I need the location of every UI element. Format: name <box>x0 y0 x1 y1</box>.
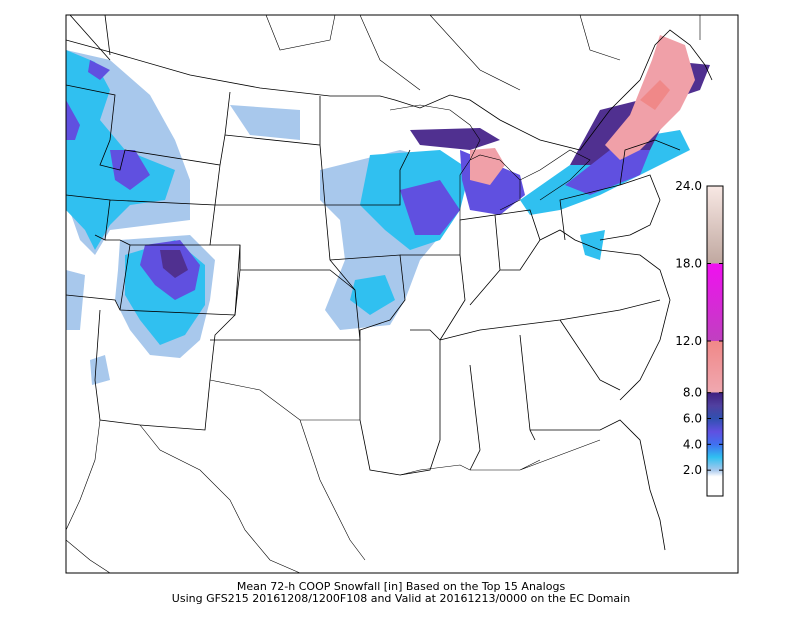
map-frame <box>65 14 739 574</box>
colorbar-tick-label: 2.0 <box>683 463 702 477</box>
caption-line: Using GFS215 20161208/1200F108 and Valid… <box>172 592 630 605</box>
colorbar-tick-label: 4.0 <box>683 437 702 451</box>
colorbar-tick-label: 18.0 <box>675 257 702 271</box>
map-borders <box>66 15 713 573</box>
map <box>66 15 713 573</box>
colorbar-tick-label: 8.0 <box>683 386 702 400</box>
colorbar-tick-label: 12.0 <box>675 334 702 348</box>
colorbar-tick-label: 6.0 <box>683 412 702 426</box>
caption-line: Mean 72-h COOP Snowfall [in] Based on th… <box>237 580 566 593</box>
snowfall-field <box>66 35 710 385</box>
colorbar-tick-label: 24.0 <box>675 179 702 193</box>
